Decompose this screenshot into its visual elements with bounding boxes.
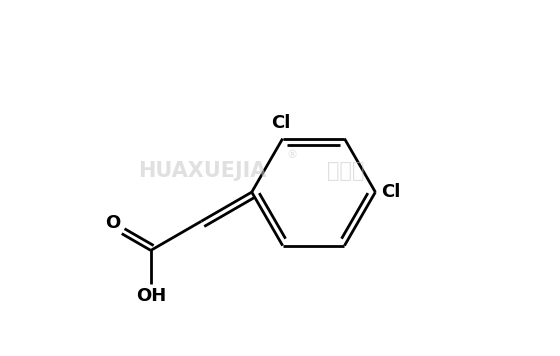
Text: OH: OH <box>136 288 166 305</box>
Text: 化学加: 化学加 <box>326 161 364 181</box>
Text: Cl: Cl <box>271 114 291 132</box>
Text: Cl: Cl <box>381 183 400 201</box>
Text: ®: ® <box>287 150 298 160</box>
Text: HUAXUEJIA: HUAXUEJIA <box>138 161 267 181</box>
Text: O: O <box>105 214 120 232</box>
